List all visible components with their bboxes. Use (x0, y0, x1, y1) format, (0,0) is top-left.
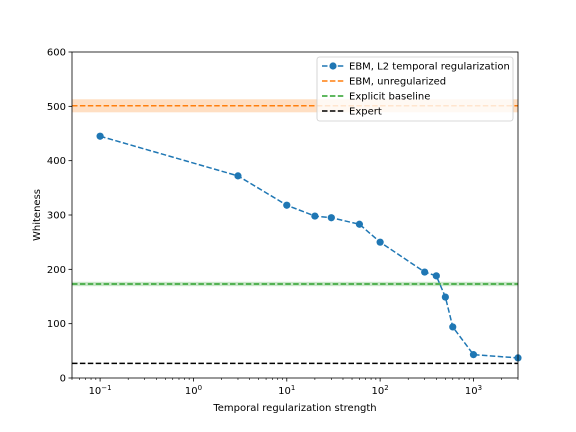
data-series (96, 132, 522, 362)
y-tick-label: 0 (60, 374, 66, 385)
y-tick-label: 600 (47, 48, 66, 59)
data-point (449, 323, 457, 331)
x-tick-label: 101 (278, 384, 295, 397)
y-axis-ticks: 0 100 200 300 400 500 600 (47, 48, 72, 385)
x-tick-label: 103 (465, 384, 482, 397)
y-tick-label: 500 (47, 102, 66, 113)
x-tick-label: 100 (185, 384, 202, 397)
legend: EBM, L2 temporal regularization EBM, unre… (316, 56, 514, 122)
legend-marker-0 (329, 62, 337, 70)
legend-label-0: EBM, L2 temporal regularization (349, 62, 510, 73)
data-point (96, 132, 104, 140)
y-tick-label: 100 (47, 319, 66, 330)
data-point (376, 238, 384, 246)
y-tick-label: 200 (47, 265, 66, 276)
y-tick-label: 400 (47, 156, 66, 167)
data-point (234, 172, 242, 180)
data-point (441, 293, 449, 301)
y-axis-label: Whiteness (32, 189, 43, 241)
x-axis-label: Temporal regularization strength (212, 403, 376, 414)
legend-label-1: EBM, unregularized (349, 77, 446, 88)
legend-label-2: Explicit baseline (349, 92, 430, 103)
data-point (432, 272, 440, 280)
legend-label-3: Expert (349, 107, 382, 118)
data-point (469, 351, 478, 359)
data-point (327, 214, 335, 222)
x-tick-label: 10−1 (89, 384, 112, 397)
x-tick-label: 102 (372, 384, 389, 397)
data-point (421, 268, 429, 276)
data-point (355, 220, 364, 228)
data-point (311, 212, 319, 220)
data-point (283, 201, 291, 209)
y-tick-label: 300 (47, 211, 66, 222)
legend-box (316, 56, 514, 122)
x-axis-ticks: 10−1 100 101 102 103 (71, 378, 519, 397)
